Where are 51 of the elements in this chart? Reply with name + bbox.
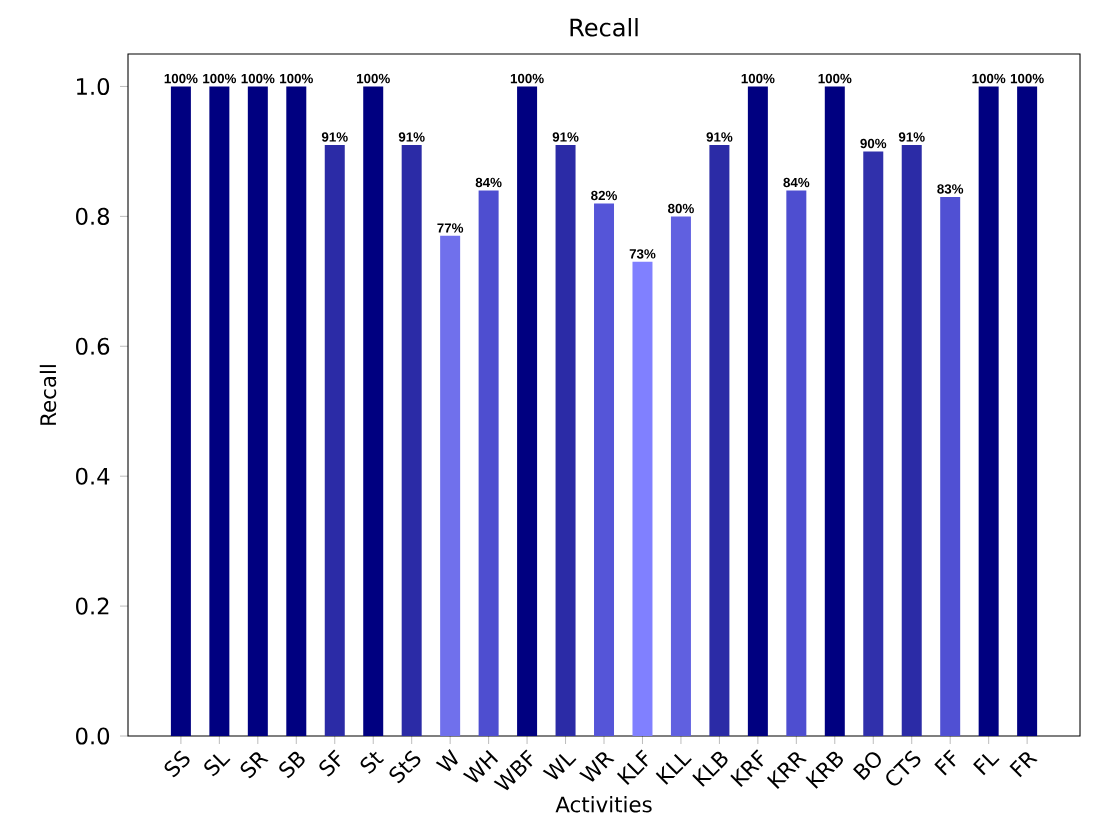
x-tick-label: FR: [1009, 752, 1038, 778]
chart-title: Recall: [570, 18, 638, 37]
bar: [324, 144, 345, 736]
x-tick-label: SF: [319, 749, 341, 777]
bar: [170, 86, 191, 736]
x-tick-label: KLL: [655, 753, 692, 785]
bar: [786, 190, 807, 736]
bar: [363, 86, 384, 736]
bar: [940, 196, 961, 736]
bar: [478, 190, 499, 736]
x-tick-label: KLB: [692, 751, 728, 787]
x-tick-label: SB: [279, 751, 305, 779]
y-tick-label: 0.4: [76, 467, 110, 485]
x-tick-label: StS: [389, 750, 421, 784]
x-tick-label: FL: [973, 753, 1000, 776]
bar: [1017, 86, 1038, 736]
x-tick-label: FF: [934, 749, 956, 776]
y-tick-label: 1.0: [77, 77, 110, 96]
bar: [747, 86, 768, 736]
bar: [901, 144, 922, 736]
x-tick-label: BO: [852, 752, 881, 781]
bar: [632, 261, 653, 736]
x-tick-label: SS: [164, 750, 190, 778]
x-tick-label: CTS: [886, 750, 921, 786]
y-tick-label: 0.2: [76, 597, 109, 615]
bar: [555, 144, 576, 736]
bar: [709, 144, 730, 736]
y-tick-label: 0.0: [76, 727, 110, 745]
y-tick-label: 0.6: [76, 337, 110, 355]
bar: [863, 151, 884, 736]
x-tick-label: WL: [542, 753, 577, 780]
x-tick-label: WH: [462, 750, 499, 783]
bar: [440, 235, 461, 736]
bar: [247, 86, 268, 736]
x-tick-label: KLF: [616, 749, 648, 786]
bar: [209, 86, 230, 736]
bar: [670, 216, 691, 736]
x-tick-label: St: [360, 751, 385, 774]
bar: [978, 86, 999, 736]
y-axis-title: Recall: [39, 365, 57, 425]
x-axis-title: Activities: [555, 796, 652, 813]
bar: [594, 203, 615, 736]
x-tick-label: W: [435, 749, 458, 772]
bar: [401, 144, 422, 736]
bar: [286, 86, 307, 736]
x-tick-label: SR: [240, 752, 269, 779]
x-tick-label: WR: [579, 752, 615, 782]
y-tick-label: 0.8: [76, 207, 110, 225]
x-tick-label: SL: [204, 754, 231, 777]
bar: [824, 86, 845, 736]
bar: [517, 86, 538, 736]
